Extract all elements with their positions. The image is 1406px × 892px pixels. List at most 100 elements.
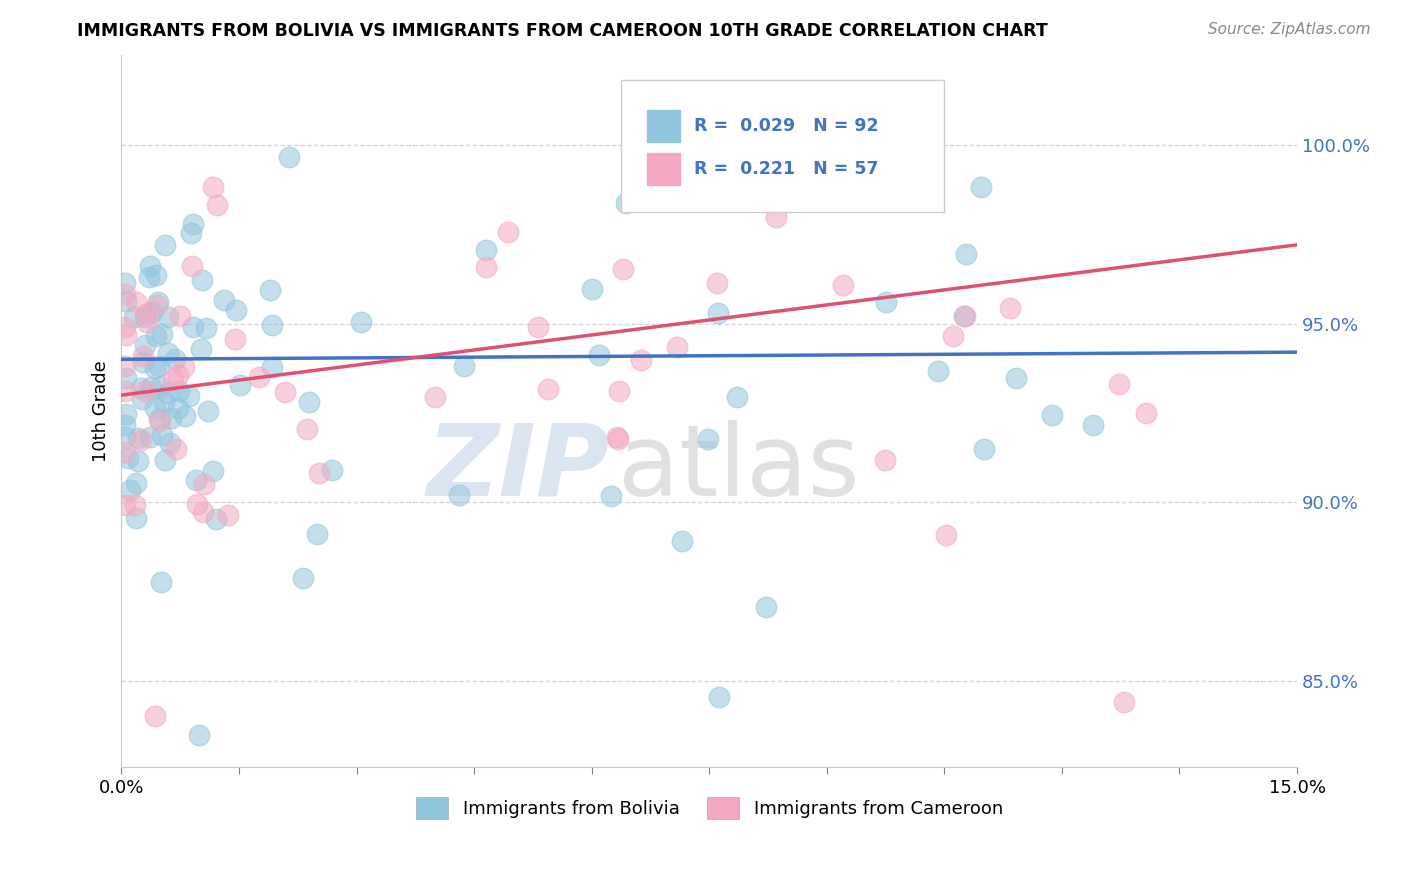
Point <box>127 454 149 468</box>
Point <box>1114 695 1136 709</box>
Point <box>166 401 188 416</box>
Point <box>526 320 548 334</box>
Point <box>138 270 160 285</box>
Point <box>247 369 270 384</box>
Point <box>146 295 169 310</box>
Point <box>1040 408 1063 422</box>
Text: atlas: atlas <box>617 419 859 516</box>
Point <box>127 781 149 796</box>
Point <box>114 277 136 291</box>
Point <box>832 278 855 293</box>
Point <box>114 359 136 374</box>
Point <box>169 310 191 324</box>
Point <box>127 431 149 445</box>
Point <box>156 310 179 325</box>
Point <box>114 430 136 444</box>
Point <box>321 463 343 477</box>
Point <box>167 384 190 399</box>
Point <box>875 294 897 309</box>
Point <box>873 453 896 467</box>
Point <box>212 293 235 308</box>
Point <box>114 444 136 458</box>
Point <box>970 179 993 194</box>
Point <box>955 310 977 324</box>
Point <box>148 412 170 426</box>
Point <box>308 466 330 480</box>
Point <box>129 381 152 395</box>
Point <box>136 315 159 329</box>
Point <box>305 527 328 541</box>
Point <box>177 388 200 402</box>
Point <box>166 368 188 383</box>
Point <box>125 511 148 525</box>
Point <box>581 282 603 296</box>
Point <box>765 211 787 225</box>
Point <box>145 328 167 343</box>
Point <box>229 377 252 392</box>
Point <box>114 417 136 432</box>
Point <box>927 364 949 378</box>
Y-axis label: 10th Grade: 10th Grade <box>93 360 110 462</box>
Point <box>139 380 162 394</box>
Point <box>1005 371 1028 385</box>
Point <box>298 394 321 409</box>
Point <box>150 427 173 442</box>
Point <box>114 319 136 334</box>
Point <box>152 394 174 409</box>
Point <box>184 473 207 487</box>
Point <box>202 464 225 478</box>
Point <box>953 310 976 324</box>
Text: R =  0.221   N = 57: R = 0.221 N = 57 <box>695 160 879 178</box>
Point <box>149 414 172 428</box>
Point <box>125 475 148 490</box>
Point <box>143 401 166 415</box>
Point <box>696 432 718 446</box>
Point <box>350 315 373 329</box>
Point <box>449 488 471 502</box>
Point <box>292 571 315 585</box>
Point <box>149 575 172 590</box>
Point <box>935 528 957 542</box>
Point <box>114 293 136 308</box>
Point <box>115 371 138 385</box>
Text: IMMIGRANTS FROM BOLIVIA VS IMMIGRANTS FROM CAMEROON 10TH GRADE CORRELATION CHART: IMMIGRANTS FROM BOLIVIA VS IMMIGRANTS FR… <box>77 22 1047 40</box>
Point <box>725 390 748 404</box>
Point <box>143 708 166 723</box>
Point <box>160 411 183 425</box>
Bar <box>647 153 681 186</box>
Point <box>202 180 225 194</box>
Point <box>114 327 136 342</box>
Point <box>131 392 153 407</box>
Text: ZIP: ZIP <box>426 419 609 516</box>
Point <box>146 297 169 311</box>
Point <box>205 198 228 212</box>
Point <box>132 355 155 369</box>
Point <box>173 409 195 423</box>
Point <box>453 359 475 374</box>
Point <box>143 360 166 375</box>
Point <box>606 430 628 444</box>
Bar <box>647 111 681 143</box>
Point <box>274 385 297 400</box>
Text: R =  0.029   N = 92: R = 0.029 N = 92 <box>695 118 879 136</box>
Point <box>260 318 283 332</box>
Point <box>190 342 212 356</box>
Point <box>706 306 728 320</box>
Point <box>165 442 187 456</box>
Point <box>162 373 184 387</box>
FancyBboxPatch shape <box>621 80 945 211</box>
Text: Source: ZipAtlas.com: Source: ZipAtlas.com <box>1208 22 1371 37</box>
Point <box>115 407 138 421</box>
Point <box>191 273 214 287</box>
Point <box>131 349 153 363</box>
Point <box>148 359 170 373</box>
Legend: Immigrants from Bolivia, Immigrants from Cameroon: Immigrants from Bolivia, Immigrants from… <box>409 789 1010 826</box>
Point <box>187 728 209 742</box>
Point <box>755 599 778 614</box>
Point <box>955 246 977 260</box>
Point <box>134 337 156 351</box>
Point <box>607 384 630 398</box>
Point <box>156 386 179 401</box>
Point <box>122 310 145 325</box>
Point <box>630 353 652 368</box>
